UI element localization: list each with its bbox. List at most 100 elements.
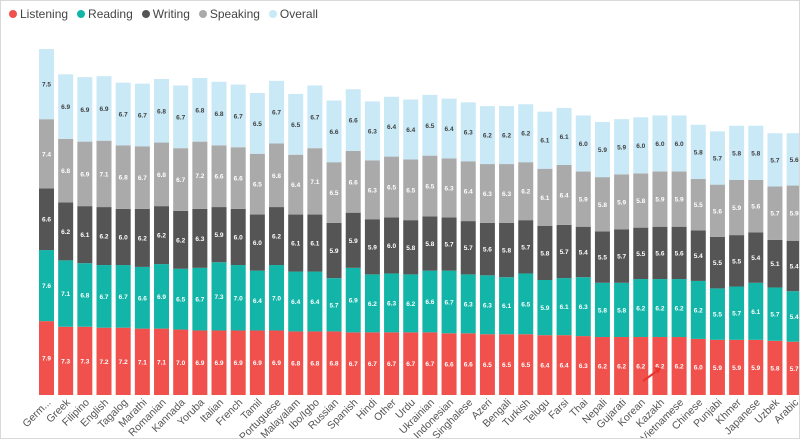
bar-segment-reading[interactable] (230, 265, 246, 331)
bar-segment-overall[interactable] (134, 83, 150, 147)
bar-segment-writing[interactable] (556, 224, 572, 279)
bar-segment-speaking[interactable] (115, 145, 131, 209)
bar-segment-writing[interactable] (652, 226, 668, 280)
bar-segment-speaking[interactable] (748, 179, 764, 233)
bar-segment-listening[interactable] (403, 332, 419, 395)
bar-segment-overall[interactable] (307, 85, 323, 149)
bar-segment-listening[interactable] (115, 327, 131, 395)
bar-segment-overall[interactable] (77, 77, 93, 142)
bar-segment-writing[interactable] (211, 207, 227, 263)
bar-segment-speaking[interactable] (269, 143, 285, 208)
bar-segment-writing[interactable] (115, 208, 131, 266)
bar-segment-reading[interactable] (594, 282, 610, 338)
bar-segment-reading[interactable] (345, 267, 361, 333)
legend-item-speaking[interactable]: Speaking (198, 7, 260, 21)
bar-segment-speaking[interactable] (211, 145, 227, 208)
bar-segment-listening[interactable] (652, 337, 668, 395)
bar-segment-speaking[interactable] (134, 146, 150, 209)
bar-segment-writing[interactable] (230, 208, 246, 266)
bar-segment-overall[interactable] (39, 49, 54, 120)
bar-stack[interactable]: 6.7 6.3 6.0 6.5 6.4 (384, 96, 400, 395)
bar-segment-listening[interactable] (786, 341, 799, 395)
bar-stack[interactable]: 6.0 6.2 5.4 5.5 5.8 (690, 124, 706, 395)
bar-segment-speaking[interactable] (479, 164, 495, 223)
bar-segment-speaking[interactable] (786, 185, 799, 241)
bar-segment-reading[interactable] (384, 273, 400, 333)
bar-segment-writing[interactable] (249, 214, 265, 271)
bar-segment-listening[interactable] (288, 331, 304, 395)
bar-segment-reading[interactable] (786, 291, 799, 342)
bar-segment-writing[interactable] (173, 210, 189, 269)
bar-stack[interactable]: 6.8 6.4 6.1 7.1 6.7 (307, 85, 323, 395)
bar-segment-overall[interactable] (614, 119, 630, 175)
bar-segment-reading[interactable] (614, 282, 630, 338)
bar-segment-listening[interactable] (96, 327, 112, 395)
bar-segment-reading[interactable] (422, 270, 438, 333)
bar-segment-reading[interactable] (767, 287, 783, 341)
bar-segment-listening[interactable] (326, 331, 342, 395)
bar-segment-reading[interactable] (192, 267, 208, 331)
bar-segment-writing[interactable] (499, 222, 515, 278)
bar-segment-overall[interactable] (767, 133, 783, 187)
bar-segment-listening[interactable] (192, 330, 208, 396)
bar-segment-reading[interactable] (652, 279, 668, 338)
bar-segment-listening[interactable] (364, 332, 380, 395)
bar-stack[interactable]: 6.5 6.3 5.6 6.3 6.2 (479, 106, 495, 395)
bar-segment-reading[interactable] (364, 274, 380, 333)
bar-segment-writing[interactable] (192, 208, 208, 268)
bar-segment-speaking[interactable] (729, 179, 745, 236)
bar-segment-writing[interactable] (594, 231, 610, 283)
bar-stack[interactable]: 6.5 6.1 5.8 6.3 6.2 (499, 106, 515, 395)
bar-segment-reading[interactable] (173, 268, 189, 330)
bar-segment-speaking[interactable] (77, 141, 93, 207)
bar-segment-listening[interactable] (460, 333, 476, 395)
bar-segment-speaking[interactable] (614, 174, 630, 230)
bar-segment-reading[interactable] (499, 277, 515, 335)
bar-stack[interactable]: 7.3 7.1 6.2 6.8 6.9 (58, 74, 74, 395)
bar-segment-reading[interactable] (671, 279, 687, 338)
bar-segment-speaking[interactable] (39, 119, 54, 189)
bar-segment-overall[interactable] (690, 124, 706, 180)
bar-segment-listening[interactable] (499, 334, 515, 395)
bar-segment-writing[interactable] (134, 208, 150, 267)
bar-stack[interactable]: 6.9 7.0 6.2 6.8 6.7 (269, 80, 285, 396)
bar-segment-writing[interactable] (614, 229, 630, 283)
bar-segment-overall[interactable] (115, 82, 131, 146)
bar-segment-speaking[interactable] (556, 164, 572, 225)
bar-segment-speaking[interactable] (173, 148, 189, 211)
bar-segment-overall[interactable] (652, 115, 668, 172)
bar-stack[interactable]: 6.8 6.4 6.1 6.4 6.5 (288, 93, 304, 395)
bar-segment-overall[interactable] (709, 131, 725, 185)
bar-stack[interactable]: 6.4 5.9 5.8 6.1 6.1 (537, 111, 553, 395)
bar-segment-reading[interactable] (575, 277, 591, 337)
bar-segment-listening[interactable] (537, 335, 553, 395)
bar-stack[interactable]: 6.9 7.3 5.9 6.6 6.8 (211, 81, 227, 396)
bar-stack[interactable]: 5.8 5.7 5.1 5.7 5.7 (767, 133, 783, 395)
bar-segment-listening[interactable] (384, 332, 400, 395)
bar-segment-overall[interactable] (729, 125, 745, 180)
bar-segment-overall[interactable] (537, 111, 553, 169)
bar-stack[interactable]: 6.3 6.3 5.4 5.9 6.0 (575, 115, 591, 395)
bar-segment-speaking[interactable] (288, 154, 304, 215)
bar-segment-speaking[interactable] (441, 158, 457, 218)
bar-stack[interactable]: 7.9 7.6 6.6 7.4 7.5 (39, 49, 54, 395)
bar-segment-writing[interactable] (729, 235, 745, 287)
bar-stack[interactable]: 5.7 5.4 5.4 5.9 5.6 (786, 133, 799, 395)
bar-segment-writing[interactable] (422, 216, 438, 271)
bar-segment-overall[interactable] (58, 74, 74, 139)
bar-segment-writing[interactable] (575, 226, 591, 278)
bar-segment-writing[interactable] (748, 232, 764, 283)
bar-segment-listening[interactable] (173, 329, 189, 395)
bar-segment-speaking[interactable] (307, 148, 323, 215)
bar-segment-reading[interactable] (249, 270, 265, 331)
bar-segment-writing[interactable] (288, 214, 304, 272)
bar-stack[interactable]: 6.5 6.5 5.7 6.2 6.2 (518, 104, 534, 395)
bar-segment-reading[interactable] (134, 266, 150, 329)
bar-segment-listening[interactable] (307, 331, 323, 395)
bar-stack[interactable]: 6.9 7.0 6.0 6.6 6.7 (230, 84, 246, 396)
bar-segment-writing[interactable] (767, 239, 783, 288)
bar-segment-speaking[interactable] (460, 161, 476, 222)
bar-segment-listening[interactable] (575, 336, 591, 395)
bar-segment-reading[interactable] (77, 263, 93, 327)
bar-stack[interactable]: 6.7 6.2 5.8 6.5 6.4 (403, 99, 419, 395)
